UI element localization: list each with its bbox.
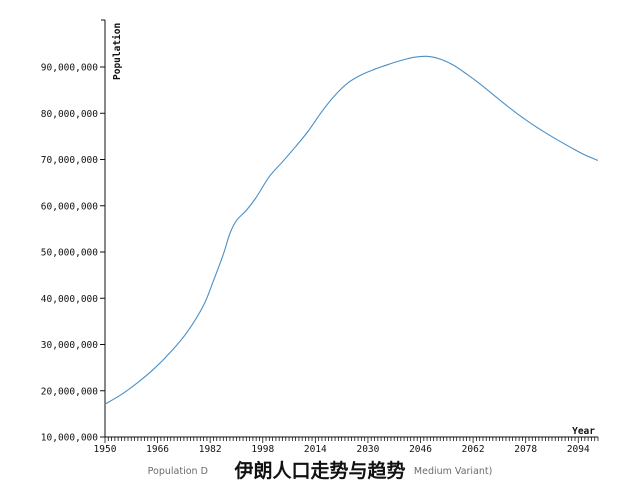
x-tick-label: 1998 xyxy=(251,444,274,455)
overlay-title-text: 伊朗人口走势与趋势 xyxy=(230,460,410,482)
y-tick-label: 40,000,000 xyxy=(41,294,98,305)
y-tick-label: 60,000,000 xyxy=(41,201,98,212)
y-tick-label: 70,000,000 xyxy=(41,155,98,166)
x-tick-label: 1966 xyxy=(146,444,169,455)
y-axis-title: Population xyxy=(112,23,123,80)
x-tick-label: 2030 xyxy=(356,444,379,455)
y-tick-label: 90,000,000 xyxy=(41,63,98,74)
x-tick-label: 2014 xyxy=(304,444,327,455)
chart-overlay-title: 伊朗人口走势与趋势 xyxy=(0,456,640,483)
x-tick-label: 2046 xyxy=(409,444,432,455)
x-axis-title: Year xyxy=(572,426,595,437)
x-tick-label: 2094 xyxy=(567,444,590,455)
source-caption: Population D , Medium Variant) xyxy=(0,466,640,477)
caption-left: Population D xyxy=(147,466,208,477)
y-tick-label: 10,000,000 xyxy=(41,433,98,444)
x-tick-label: 1950 xyxy=(94,444,117,455)
y-tick-label: 50,000,000 xyxy=(41,248,98,259)
x-tick-label: 1982 xyxy=(199,444,222,455)
y-tick-label: 80,000,000 xyxy=(41,109,98,120)
caption-right: , Medium Variant) xyxy=(407,466,493,477)
ticks: 10,000,000 20,000,000 30,000,000 40,000,000… xyxy=(41,63,599,455)
x-tick-label: 2078 xyxy=(514,444,537,455)
axes xyxy=(101,19,598,438)
population-line xyxy=(104,55,599,405)
y-tick-label: 30,000,000 xyxy=(41,340,98,351)
x-tick-label: 2062 xyxy=(462,444,485,455)
y-tick-label: 20,000,000 xyxy=(41,386,98,397)
